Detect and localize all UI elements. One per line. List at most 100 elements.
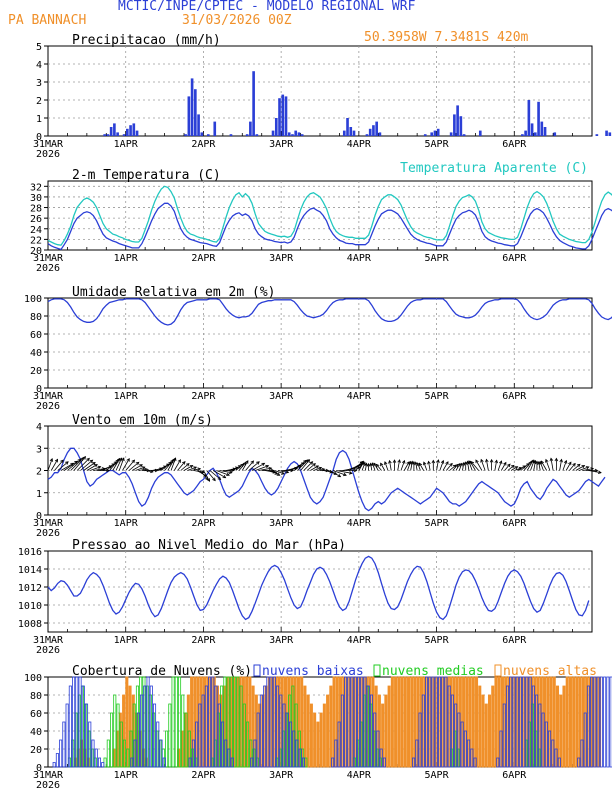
wind-vector: [364, 463, 367, 471]
wind-vector: [370, 463, 373, 471]
cloud-bar-baixas: [512, 676, 516, 768]
wind-vector-head: [380, 462, 384, 467]
wind-vector-head: [97, 465, 102, 470]
wind-vector-head: [222, 474, 227, 479]
cloud-bar-altas: [306, 694, 310, 768]
cloud-bar-baixas: [337, 721, 341, 768]
wind-vector: [376, 464, 382, 471]
cloud-bar-altas: [575, 676, 579, 768]
precip-bar: [534, 132, 537, 136]
cloud-bar-altas: [303, 685, 307, 768]
wind-vector-head: [309, 461, 314, 465]
wind-vector-head: [397, 459, 401, 463]
precip-bar: [524, 130, 527, 136]
precip-bar: [103, 134, 106, 136]
wind-vector-head: [228, 470, 233, 474]
y-tick-label: 0: [36, 384, 42, 395]
wind-vector: [520, 463, 530, 471]
x-tick-label: 1APR: [114, 391, 139, 402]
panel-frame: [47, 297, 593, 389]
cloud-bar-baixas: [75, 676, 79, 768]
y-tick-label: 60: [30, 330, 42, 341]
wind-vector: [500, 462, 507, 471]
wind-vector-head: [427, 460, 431, 465]
wind-vector: [93, 468, 105, 471]
cloud-bar-baixas: [538, 703, 542, 768]
cloud-bar-medias: [110, 712, 114, 768]
wind-vector-head: [186, 463, 190, 467]
precip-bar: [287, 132, 291, 136]
cloud-bar-baixas: [441, 676, 445, 768]
wind-vector: [332, 470, 347, 476]
wind-vector-head: [272, 470, 277, 474]
wind-vector: [517, 465, 526, 471]
precip-bar: [537, 101, 540, 136]
wind-vector: [423, 462, 428, 471]
wind-vector: [164, 459, 174, 471]
y-tick-label: 1012: [18, 583, 42, 594]
y-tick-label: 0: [36, 511, 42, 522]
x-tick-label: 2APR: [191, 770, 216, 781]
cloud-bar-altas: [568, 676, 572, 768]
wind-vector-head: [212, 477, 216, 482]
wind-vector: [313, 467, 322, 471]
cloud-bar-altas: [394, 676, 398, 768]
wind-vector: [161, 461, 172, 471]
cloud-bar-baixas: [583, 712, 587, 768]
cloud-bar-baixas: [447, 685, 451, 768]
wind-vector: [572, 463, 581, 471]
wind-vector-head: [559, 458, 563, 463]
cloud-bar-baixas: [266, 676, 270, 768]
wind-vector-head: [268, 466, 273, 471]
cloud-bar-baixas: [577, 757, 581, 768]
cloud-bar-baixas: [211, 676, 215, 768]
y-tick-label: 4: [36, 60, 42, 71]
cloud-bar-medias: [122, 739, 127, 768]
x-tick-label: 5APR: [425, 139, 450, 150]
wind-vector: [449, 464, 457, 471]
precip-bar: [294, 130, 298, 136]
wind-vector-head: [494, 459, 498, 464]
wind-vector: [400, 460, 405, 471]
y-tick-label: 40: [30, 348, 42, 359]
cloud-bar-medias: [246, 721, 250, 768]
cloud-bar-altas: [491, 685, 495, 768]
wind-vector: [316, 468, 325, 471]
wind-vector: [452, 464, 459, 471]
precip-bar: [106, 134, 110, 136]
cloud-bar-baixas: [437, 676, 442, 768]
cloud-bar-baixas: [62, 721, 66, 768]
cloud-bar-baixas: [599, 676, 603, 768]
wind-vector: [469, 460, 476, 471]
wind-vector: [271, 470, 280, 476]
cloud-bar-baixas: [68, 685, 72, 768]
cloud-bar-baixas: [431, 676, 435, 768]
wind-vector: [436, 459, 439, 471]
cloud-bar-baixas: [457, 712, 461, 768]
cloud-bar-baixas: [531, 685, 535, 768]
cloud-bar-baixas: [301, 757, 306, 768]
precip-bar: [453, 114, 456, 136]
cloud-bar-baixas: [52, 762, 56, 768]
cloud-bar-baixas: [412, 757, 416, 768]
y-tick-label: 20: [30, 246, 42, 257]
cloud-bar-baixas: [214, 685, 218, 768]
wind-vector-head: [431, 459, 436, 464]
wind-vector-head: [217, 476, 222, 481]
precip-bar: [605, 130, 608, 136]
wind-vector: [562, 460, 567, 471]
x-tick-label: 3APR: [269, 518, 294, 529]
cloud-bar-baixas: [331, 757, 335, 768]
x-tick-label: 31MAR: [33, 391, 64, 402]
wind-vector-head: [343, 472, 347, 477]
wind-vector-head: [503, 461, 507, 466]
cloud-bar-altas: [309, 703, 313, 768]
wind-vector-head: [414, 461, 418, 466]
cloud-bar-baixas: [91, 739, 95, 768]
cloud-bar-baixas: [434, 676, 438, 768]
wind-vector: [523, 461, 532, 471]
wind-vector-head: [189, 465, 194, 469]
cloud-bar-baixas: [101, 762, 105, 768]
x-tick-label: 5APR: [425, 518, 450, 529]
legend-swatch-nuvens-baixas: [253, 664, 261, 677]
